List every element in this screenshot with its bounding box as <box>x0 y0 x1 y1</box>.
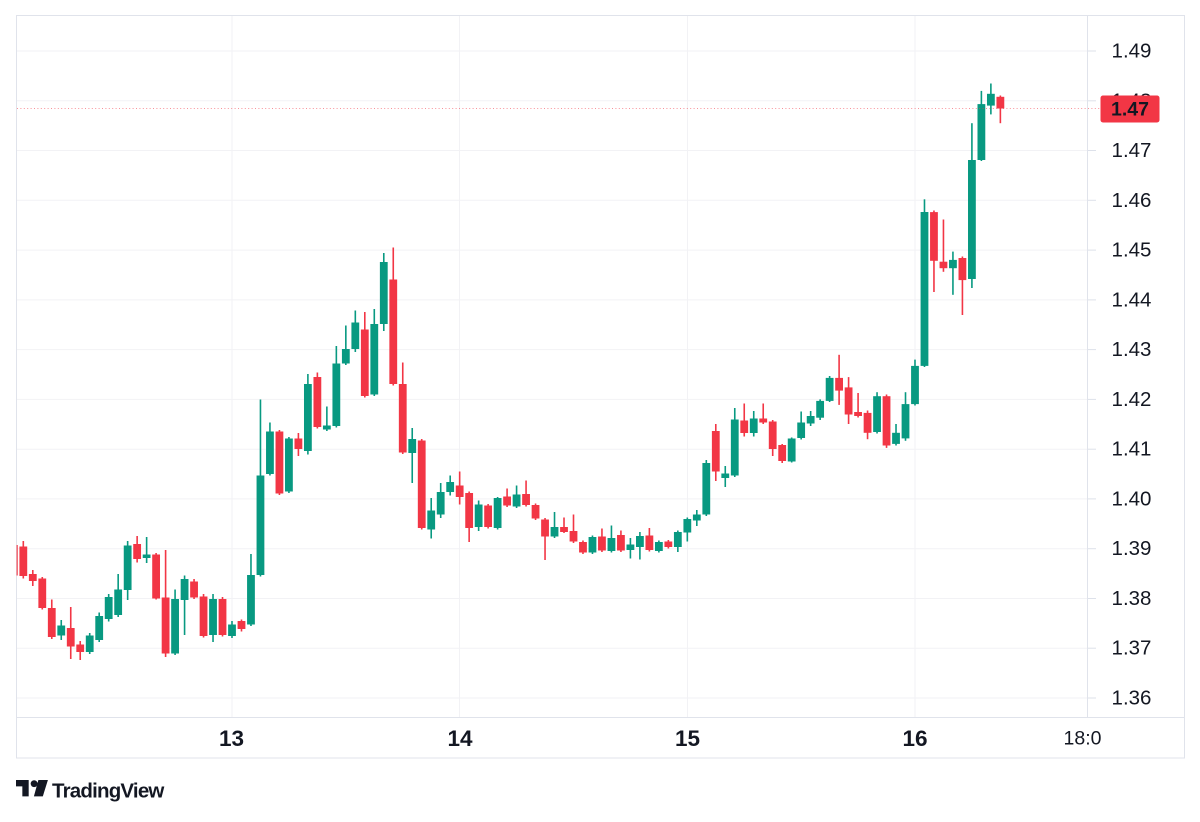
svg-text:1.37: 1.37 <box>1112 637 1152 660</box>
svg-text:1.44: 1.44 <box>1112 288 1152 311</box>
svg-text:1.39: 1.39 <box>1112 537 1152 560</box>
svg-text:1.40: 1.40 <box>1112 487 1152 510</box>
svg-text:1.36: 1.36 <box>1112 687 1152 710</box>
svg-text:1.41: 1.41 <box>1112 438 1152 461</box>
svg-text:1.43: 1.43 <box>1112 338 1152 361</box>
svg-text:1.46: 1.46 <box>1112 189 1152 212</box>
svg-text:1.47: 1.47 <box>1111 99 1149 121</box>
svg-text:1.45: 1.45 <box>1112 239 1152 262</box>
svg-text:13: 13 <box>219 726 244 751</box>
svg-text:14: 14 <box>447 726 473 751</box>
svg-text:1.47: 1.47 <box>1112 139 1152 162</box>
svg-text:18:0: 18:0 <box>1064 727 1102 749</box>
svg-text:1.38: 1.38 <box>1112 587 1152 610</box>
svg-text:15: 15 <box>675 726 700 751</box>
svg-text:1.49: 1.49 <box>1112 40 1152 63</box>
svg-text:16: 16 <box>902 726 927 751</box>
svg-text:TradingView: TradingView <box>52 780 164 803</box>
svg-text:1.42: 1.42 <box>1112 388 1152 411</box>
